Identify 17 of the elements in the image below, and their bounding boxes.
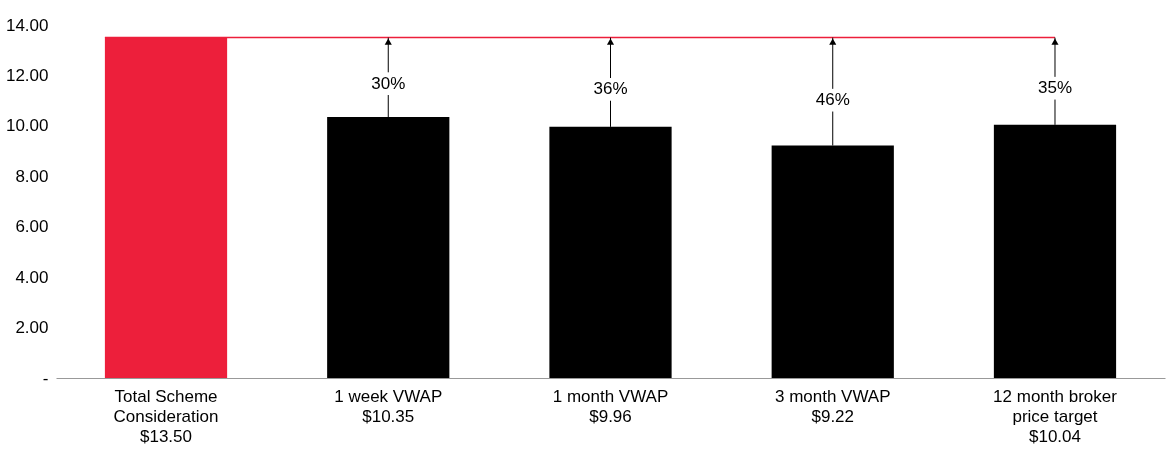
y-tick-label: 14.00 <box>5 15 49 35</box>
y-tick-label: 10.00 <box>5 116 49 136</box>
x-tick-label: 12 month broker price target $10.04 <box>993 386 1118 446</box>
y-tick-label: 8.00 <box>15 166 49 186</box>
annotation: 46% <box>815 90 850 110</box>
y-tick-label: - <box>42 368 49 388</box>
y-tick-label: 2.00 <box>15 318 49 338</box>
x-tick-label: 3 month VWAP $9.22 <box>774 386 891 426</box>
y-tick-label: 4.00 <box>15 267 49 287</box>
annotation: 30% <box>371 73 406 93</box>
y-tick-label: 12.00 <box>5 65 49 85</box>
x-tick-label: Total Scheme Consideration $13.50 <box>113 386 219 446</box>
x-tick-label: 1 month VWAP $9.96 <box>552 386 669 426</box>
annotation: 36% <box>593 79 628 99</box>
x-tick-label: 1 week VWAP $10.35 <box>334 386 443 426</box>
y-tick-label: 6.00 <box>15 217 49 237</box>
annotation: 35% <box>1037 78 1072 98</box>
